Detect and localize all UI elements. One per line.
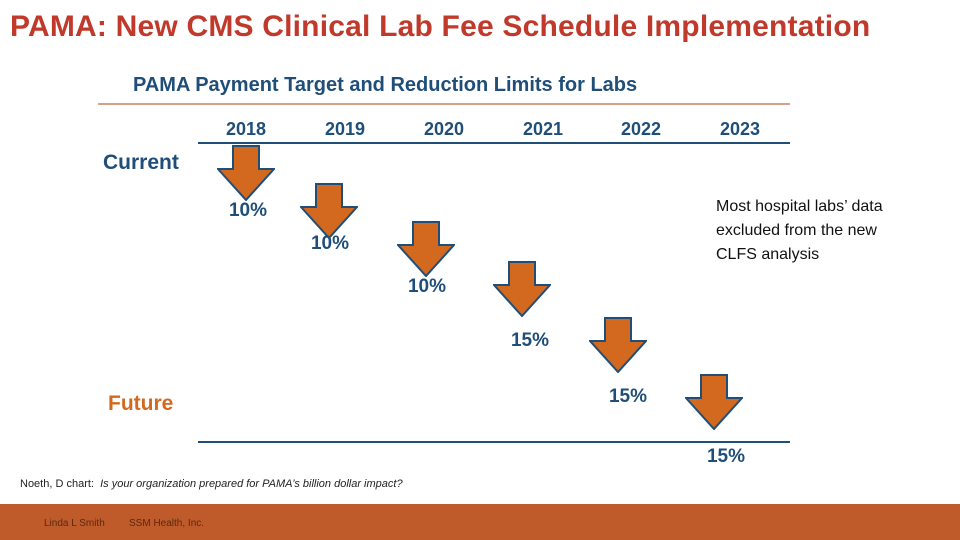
title-divider xyxy=(98,103,790,105)
year-2022: 2022 xyxy=(620,119,662,139)
reduction-arrow-2018 xyxy=(217,145,275,201)
footer-bar: Linda L Smith SSM Health, Inc. xyxy=(0,504,960,540)
reduction-label-2022: 15% xyxy=(608,386,648,407)
header-divider xyxy=(198,142,790,144)
reduction-label-2018: 10% xyxy=(228,200,268,221)
source-prefix: Noeth, D chart: xyxy=(20,478,94,490)
source-title: Is your organization prepared for PAMA’s… xyxy=(100,478,403,490)
year-2020: 2020 xyxy=(423,119,465,139)
slide-title: PAMA: New CMS Clinical Lab Fee Schedule … xyxy=(10,10,871,43)
year-2021: 2021 xyxy=(522,119,564,139)
source-citation: Noeth, D chart: Is your organization pre… xyxy=(20,478,403,490)
year-2023: 2023 xyxy=(719,119,761,139)
year-2018: 2018 xyxy=(225,119,267,139)
reduction-arrow-2021 xyxy=(493,261,551,317)
reduction-label-2021: 15% xyxy=(510,330,550,351)
note-text: Most hospital labs’ data excluded from t… xyxy=(716,198,883,263)
year-2019: 2019 xyxy=(324,119,366,139)
reduction-arrow-2022 xyxy=(589,317,647,373)
future-divider xyxy=(198,441,790,443)
diagram-title: PAMA Payment Target and Reduction Limits… xyxy=(133,74,638,96)
current-label: Current xyxy=(103,151,179,174)
reduction-label-2023: 15% xyxy=(706,446,746,467)
reduction-label-2020: 10% xyxy=(407,276,447,297)
reduction-arrow-2020 xyxy=(397,221,455,277)
future-label: Future xyxy=(108,392,174,415)
footer-author: Linda L Smith xyxy=(44,518,105,529)
reduction-label-2019: 10% xyxy=(310,233,350,254)
reduction-arrow-2019 xyxy=(300,183,358,239)
footer-org: SSM Health, Inc. xyxy=(129,518,205,529)
reduction-arrow-2023 xyxy=(685,374,743,430)
